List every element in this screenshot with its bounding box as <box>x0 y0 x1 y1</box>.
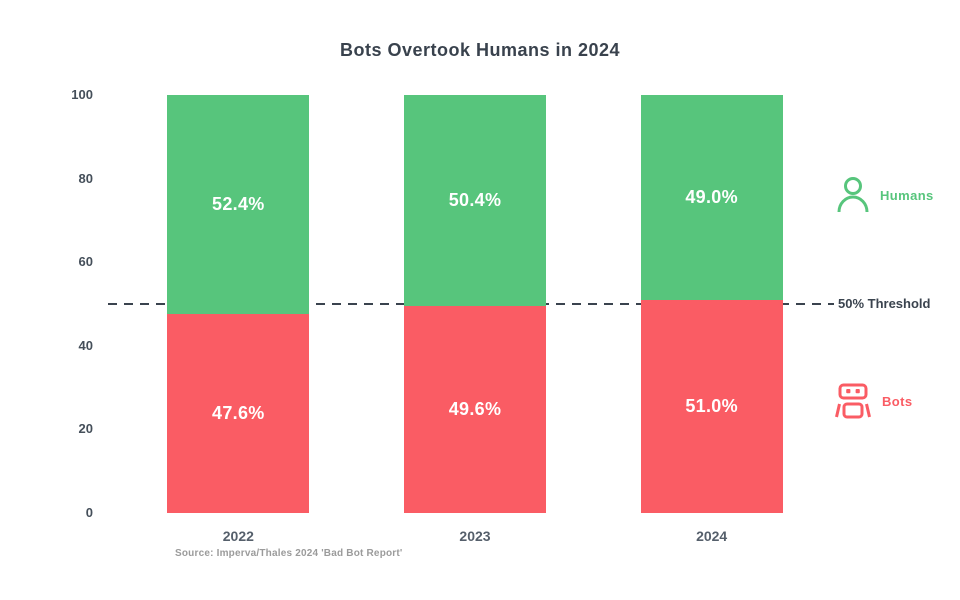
bar-value-label: 47.6% <box>212 403 265 424</box>
robot-icon <box>834 383 872 419</box>
x-tick-label-2022: 2022 <box>222 528 254 544</box>
bar-segment-humans-2022: 52.4% <box>167 95 310 315</box>
bar-segment-bots-2022: 47.6% <box>167 314 310 513</box>
y-tick-label: 20 <box>78 421 93 437</box>
threshold-label: 50% Threshold <box>838 296 931 311</box>
bar-segment-bots-2024: 51.0% <box>640 299 783 513</box>
chart-title: Bots Overtook Humans in 2024 <box>339 40 621 60</box>
bar-segment-bots-2023: 49.6% <box>404 305 546 513</box>
legend-label-humans: Humans <box>880 187 934 203</box>
y-tick-label: 40 <box>78 337 93 353</box>
source-note: Source: Imperva/Thales 2024 'Bad Bot Rep… <box>175 548 403 559</box>
legend-entry-bots: Bots <box>834 383 913 419</box>
x-tick-label-2024: 2024 <box>696 528 728 544</box>
y-tick-label: 80 <box>78 170 93 186</box>
legend-entry-humans: Humans <box>836 176 934 214</box>
y-tick-label: 100 <box>71 87 93 102</box>
person-icon <box>836 176 870 214</box>
bar-segment-humans-2023: 50.4% <box>404 95 546 306</box>
plot-area: 47.6% 52.4% 2022 49.6% 50.4% 2023 51.0% 49.0% 20… <box>108 95 834 544</box>
bar-value-label: 49.0% <box>685 186 738 207</box>
y-tick-label: 60 <box>78 254 93 270</box>
bar-value-label: 52.4% <box>212 194 265 215</box>
bar-value-label: 51.0% <box>685 395 738 416</box>
y-tick-label: 0 <box>85 505 93 520</box>
x-tick-label-2023: 2023 <box>459 528 491 544</box>
legend-label-bots: Bots <box>882 393 913 409</box>
bar-segment-humans-2024: 49.0% <box>640 95 783 300</box>
bar-value-label: 49.6% <box>448 398 502 419</box>
bar-value-label: 50.4% <box>448 189 502 210</box>
